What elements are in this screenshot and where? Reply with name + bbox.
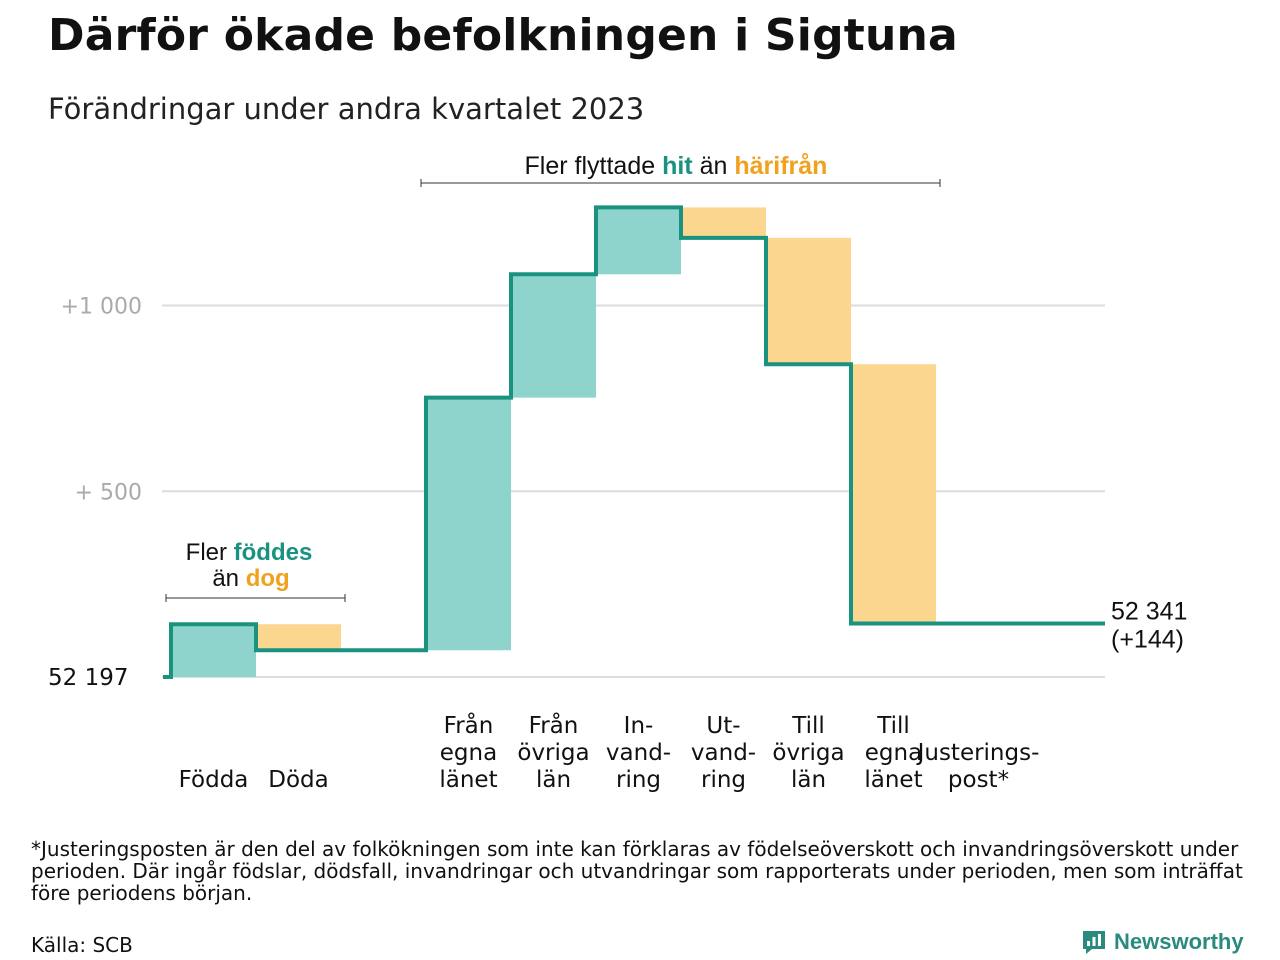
category-label: län bbox=[536, 767, 571, 793]
waterfall-bar bbox=[256, 624, 341, 651]
waterfall-bar bbox=[171, 624, 256, 677]
category-label: Födda bbox=[179, 767, 249, 793]
newsworthy-logo-icon bbox=[1083, 931, 1105, 954]
chart-title: Därför ökade befolkningen i Sigtuna bbox=[48, 10, 958, 61]
end-value-label: 52 341 bbox=[1111, 598, 1187, 626]
start-value-label: 52 197 bbox=[48, 665, 128, 691]
category-label: ring bbox=[701, 767, 746, 793]
category-label: län bbox=[791, 767, 826, 793]
category-label: Från bbox=[529, 711, 579, 739]
waterfall-bar bbox=[681, 207, 766, 238]
chart-subtitle: Förändringar under andra kvartalet 2023 bbox=[48, 92, 645, 126]
waterfall-bar bbox=[596, 207, 681, 275]
migration-annotation: Fler flyttade hit än härifrån bbox=[525, 152, 828, 180]
waterfall-bar bbox=[851, 364, 936, 624]
category-label: post* bbox=[948, 767, 1009, 793]
category-label: övriga bbox=[772, 740, 844, 766]
category-label: Till bbox=[876, 713, 910, 739]
category-label: egna bbox=[440, 740, 497, 766]
category-label: Justerings- bbox=[916, 740, 1040, 766]
category-label: Från bbox=[444, 711, 494, 739]
category-label: Ut- bbox=[706, 713, 740, 739]
category-label: vand- bbox=[606, 740, 671, 766]
category-label: Till bbox=[791, 713, 825, 739]
waterfall-bar bbox=[511, 274, 596, 398]
category-label: länet bbox=[864, 767, 922, 793]
waterfall-bar bbox=[766, 237, 851, 365]
footnote: *Justeringsposten är den del av folkökni… bbox=[31, 837, 1243, 905]
brand-logo: Newsworthy bbox=[1080, 928, 1244, 956]
y-tick-label: + 500 bbox=[75, 480, 142, 505]
category-label: vand- bbox=[691, 740, 756, 766]
category-label: ring bbox=[616, 767, 661, 793]
brand-name: Newsworthy bbox=[1114, 929, 1244, 954]
category-label: övriga bbox=[517, 740, 589, 766]
y-tick-label: +1 000 bbox=[61, 295, 142, 320]
births-annotation-line2: än dog bbox=[212, 565, 289, 592]
category-label: länet bbox=[439, 767, 497, 793]
births-annotation-line1: Fler föddes bbox=[186, 539, 313, 566]
end-change-label: (+144) bbox=[1111, 626, 1184, 654]
waterfall-bar bbox=[426, 397, 511, 651]
source-note: Källa: SCB bbox=[31, 933, 133, 957]
cumulative-step-line bbox=[163, 205, 1105, 679]
category-label: Döda bbox=[268, 767, 328, 793]
category-label: In- bbox=[624, 713, 654, 739]
category-label: egna bbox=[865, 740, 922, 766]
